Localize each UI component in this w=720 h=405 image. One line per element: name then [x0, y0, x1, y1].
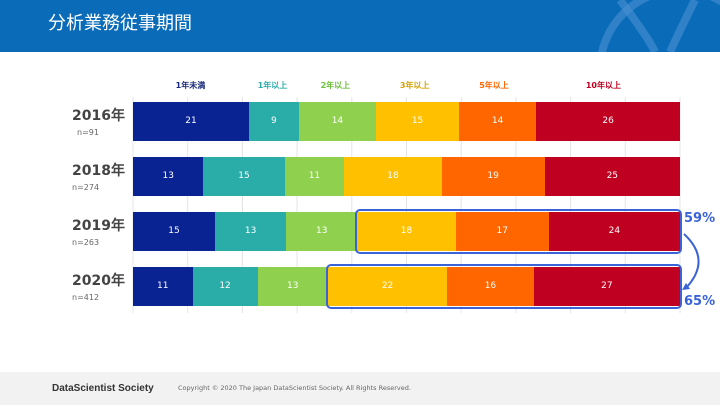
bar-segment: 25 — [544, 157, 680, 196]
bar-segment: 9 — [249, 102, 299, 141]
bar-segment: 15 — [203, 157, 285, 196]
footer-copyright: Copyright © 2020 The Japan DataScientist… — [178, 384, 411, 392]
category-label: 2016年 — [72, 108, 125, 124]
bar-segment: 24 — [548, 212, 680, 251]
bar-segment: 13 — [133, 157, 204, 196]
footer-brand: DataScientist Society — [52, 383, 154, 394]
bar-segment: 13 — [286, 212, 358, 251]
bar-segment: 16 — [447, 267, 534, 306]
sample-size-label: n=263 — [72, 238, 100, 247]
bar-segment: 18 — [357, 212, 456, 251]
footer: DataScientist Society Copyright © 2020 T… — [0, 372, 720, 405]
category-label: 2020年 — [72, 273, 125, 289]
bar-segment: 22 — [327, 267, 448, 306]
page-title: 分析業務従事期間 — [48, 13, 192, 34]
annotation-percentage: 65% — [684, 294, 716, 309]
bar-segment: 19 — [441, 157, 545, 196]
sample-size-label: n=274 — [72, 183, 100, 192]
bar-segment: 17 — [455, 212, 549, 251]
sample-size-label: n=91 — [77, 128, 99, 137]
legend-label: 1年以上 — [257, 81, 288, 90]
legend-label: 5年以上 — [479, 81, 509, 90]
sample-size-label: n=412 — [72, 293, 100, 302]
bar-segment: 26 — [536, 102, 680, 141]
category-label: 2019年 — [72, 218, 125, 234]
bar-segment: 12 — [192, 267, 258, 306]
bar-segment: 27 — [533, 267, 680, 306]
bar-segment: 14 — [458, 102, 537, 141]
bar-segment: 15 — [133, 212, 216, 251]
trend-arrow-icon — [682, 233, 700, 290]
legend-label: 2年以上 — [320, 81, 351, 90]
category-label: 2018年 — [72, 163, 125, 179]
bar-segment: 15 — [376, 102, 459, 141]
bar-segment: 11 — [133, 267, 193, 306]
bar-segment: 18 — [344, 157, 442, 196]
annotation-percentage: 59% — [684, 211, 716, 226]
bar-segment: 21 — [133, 102, 250, 141]
legend-label: 3年以上 — [399, 81, 430, 90]
header-bar: 分析業務従事期間 — [0, 0, 720, 52]
stacked-bar-chart: 1年未満 1年以上 2年以上 3年以上 5年以上 10年以上 2016年 n=91 21 9 14 1… — [72, 81, 716, 313]
bar-segment: 13 — [215, 212, 287, 251]
globe-decoration-icon — [597, 0, 720, 52]
bar-segment: 14 — [298, 102, 377, 141]
bar-segment: 11 — [284, 157, 345, 196]
legend-label: 1年未満 — [175, 81, 206, 90]
legend-label: 10年以上 — [585, 81, 621, 90]
bar-segment: 13 — [257, 267, 328, 306]
